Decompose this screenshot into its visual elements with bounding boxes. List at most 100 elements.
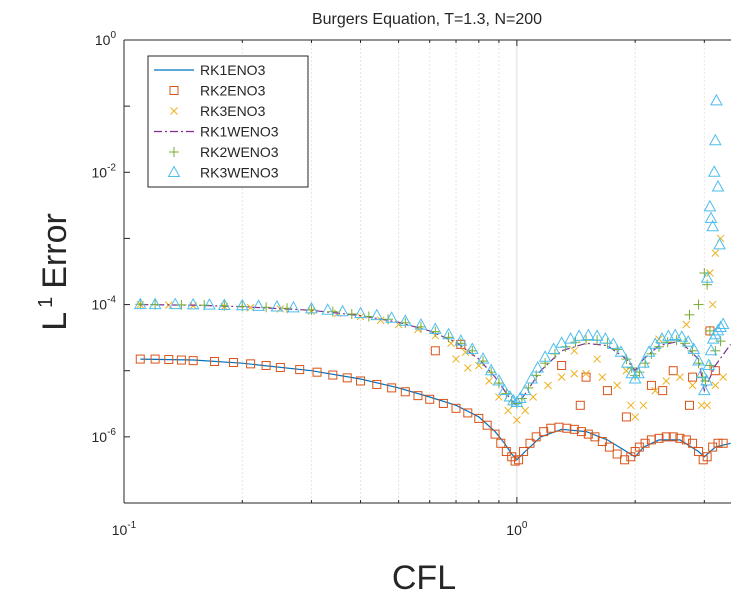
data-point-rk3weno3	[704, 211, 718, 224]
data-point-rk3weno3	[711, 179, 725, 192]
legend-label: RK3ENO3	[200, 103, 266, 119]
legend-label: RK3WENO3	[200, 165, 279, 181]
data-point-rk3weno3	[525, 371, 538, 384]
data-point-rk3eno3	[688, 381, 697, 390]
data-point-rk2weno3	[710, 345, 721, 356]
data-point-rk3eno3	[719, 373, 728, 381]
data-point-rk3eno3	[598, 373, 607, 381]
data-point-rk3eno3	[521, 406, 530, 415]
data-point-rk3weno3	[168, 297, 182, 310]
legend-item-rk2weno3: RK2WENO3	[169, 144, 279, 160]
data-point-rk2eno3	[668, 366, 678, 376]
data-point-rk2eno3	[463, 408, 473, 418]
legend-item-rk1eno3: RK1ENO3	[154, 62, 266, 78]
data-point-rk2weno3	[693, 358, 704, 369]
data-point-rk2weno3	[684, 309, 695, 320]
y-tick-label: 10-2	[92, 162, 117, 180]
data-point-rk2eno3	[474, 413, 484, 423]
data-point-rk2eno3	[539, 427, 549, 437]
data-point-rk2eno3	[519, 447, 529, 457]
data-point-rk2eno3	[583, 429, 593, 439]
y-tick-label: 10-6	[92, 427, 117, 445]
data-point-rk3eno3	[697, 401, 706, 410]
data-point-rk2eno3	[356, 376, 366, 386]
legend-swatch	[167, 165, 181, 177]
data-point-rk2eno3	[229, 358, 239, 368]
data-point-rk3weno3	[625, 366, 639, 379]
data-point-rk3weno3	[711, 323, 725, 336]
data-point-rk2eno3	[612, 449, 622, 459]
data-point-rk3weno3	[270, 299, 284, 312]
data-point-rk3weno3	[620, 356, 634, 368]
data-point-rk2eno3	[654, 433, 664, 443]
data-point-rk3weno3	[133, 297, 147, 310]
data-point-rk2weno3	[415, 321, 426, 332]
data-point-rk2weno3	[704, 325, 715, 336]
data-point-rk3weno3	[708, 133, 722, 146]
data-point-rk2eno3	[562, 423, 572, 433]
data-point-rk2eno3	[576, 427, 586, 437]
data-point-rk3eno3	[485, 377, 494, 385]
data-point-rk3weno3	[716, 317, 730, 329]
data-point-rk2weno3	[478, 356, 489, 367]
series-rk2weno3	[135, 268, 726, 409]
data-point-rk2eno3	[668, 432, 678, 442]
series-rk1weno3	[140, 304, 731, 407]
data-point-rk3weno3	[703, 199, 717, 212]
data-point-rk3weno3	[370, 308, 384, 321]
data-point-rk3weno3	[385, 311, 398, 323]
data-point-rk2weno3	[443, 332, 454, 343]
data-point-rk3weno3	[354, 306, 367, 319]
data-point-rk3weno3	[700, 271, 714, 283]
data-point-rk2eno3	[675, 433, 685, 443]
data-point-rk3weno3	[695, 366, 709, 379]
legend-swatch	[169, 86, 179, 95]
data-point-rk3weno3	[287, 300, 300, 313]
data-point-rk3eno3	[676, 373, 684, 381]
data-point-rk3weno3	[675, 330, 689, 342]
data-point-rk3weno3	[662, 329, 675, 341]
data-point-rk3eno3	[711, 381, 720, 390]
data-point-rk3eno3	[711, 249, 720, 257]
data-point-rk3eno3	[708, 300, 717, 309]
data-point-rk3weno3	[713, 237, 726, 250]
data-point-rk2eno3	[557, 360, 567, 370]
data-point-rk3weno3	[547, 342, 560, 354]
data-point-rk3weno3	[235, 298, 249, 311]
chart-title: Burgers Equation, T=1.3, N=200	[312, 11, 542, 28]
data-point-rk3weno3	[581, 328, 595, 341]
data-point-rk3eno3	[513, 416, 521, 424]
data-point-rk3weno3	[305, 301, 318, 314]
data-point-rk3weno3	[442, 327, 455, 340]
series-rk2eno3	[135, 326, 728, 466]
data-point-rk3weno3	[555, 336, 568, 348]
data-point-rk2eno3	[590, 432, 600, 442]
data-point-rk3weno3	[599, 332, 612, 344]
data-point-rk3weno3	[700, 373, 713, 386]
data-point-rk3eno3	[593, 355, 601, 363]
data-point-rk2eno3	[602, 386, 612, 396]
data-series	[133, 93, 731, 466]
data-point-rk3weno3	[498, 383, 511, 396]
data-point-rk2weno3	[486, 367, 497, 378]
data-point-rk2eno3	[575, 400, 585, 410]
data-point-rk2weno3	[455, 338, 466, 349]
legend-label: RK1WENO3	[200, 124, 279, 140]
data-point-rk2weno3	[702, 279, 713, 290]
data-point-rk2eno3	[246, 359, 256, 369]
data-point-rk3weno3	[590, 329, 604, 341]
data-point-rk2eno3	[425, 394, 435, 404]
data-point-rk3eno3	[626, 401, 635, 410]
data-point-rk3eno3	[570, 369, 579, 378]
data-point-rk3weno3	[632, 366, 645, 379]
data-point-rk2eno3	[569, 424, 579, 434]
legend-label: RK2WENO3	[200, 144, 279, 160]
data-point-rk3weno3	[614, 345, 628, 357]
y-axis-label-main: L	[36, 312, 74, 331]
data-point-rk3weno3	[518, 383, 532, 396]
data-point-rk3eno3	[706, 269, 714, 277]
x-tick-label: 10-1	[112, 520, 137, 538]
data-point-rk3weno3	[465, 342, 479, 354]
svg-text:L1Error: L 1 Error	[35, 213, 74, 331]
data-point-rk3eno3	[452, 355, 460, 363]
